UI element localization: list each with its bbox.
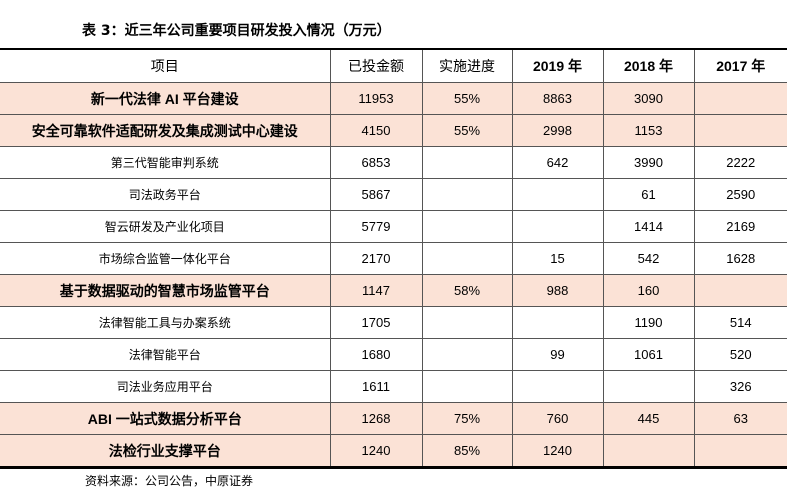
y2018-cell: 1153 xyxy=(602,114,695,147)
y2018-cell: 3090 xyxy=(602,82,695,115)
table-row: 司法业务应用平台 1611 326 xyxy=(0,370,787,403)
y2018-cell: 160 xyxy=(602,274,695,307)
project-cell: 市场综合监管一体化平台 xyxy=(0,242,331,275)
table-row: 第三代智能审判系统 6853 642 3990 2222 xyxy=(0,146,787,179)
project-cell: 新一代法律 AI 平台建设 xyxy=(0,82,331,115)
y2019-cell: 642 xyxy=(511,146,604,179)
y2018-cell: 445 xyxy=(602,402,695,435)
y2019-cell: 1240 xyxy=(511,434,604,468)
amount-cell: 4150 xyxy=(329,114,423,147)
y2018-cell: 3990 xyxy=(602,146,695,179)
project-cell: ABI 一站式数据分析平台 xyxy=(0,402,331,435)
progress-cell: 55% xyxy=(421,82,513,115)
progress-cell: 58% xyxy=(421,274,513,307)
progress-cell xyxy=(421,306,513,339)
amount-cell: 2170 xyxy=(329,242,423,275)
table-row: 司法政务平台 5867 61 2590 xyxy=(0,178,787,211)
y2018-cell xyxy=(602,434,695,468)
table-row: 法律智能工具与办案系统 1705 1190 514 xyxy=(0,306,787,339)
y2017-cell: 2169 xyxy=(693,210,787,243)
progress-cell: 75% xyxy=(421,402,513,435)
y2018-cell xyxy=(602,370,695,403)
table-row: ABI 一站式数据分析平台 1268 75% 760 445 63 xyxy=(0,402,787,435)
y2017-cell: 2222 xyxy=(693,146,787,179)
project-cell: 司法政务平台 xyxy=(0,178,331,211)
y2017-cell: 514 xyxy=(693,306,787,339)
y2019-cell xyxy=(511,306,604,339)
y2019-cell: 2998 xyxy=(511,114,604,147)
amount-cell: 1147 xyxy=(329,274,423,307)
progress-cell: 55% xyxy=(421,114,513,147)
progress-cell: 85% xyxy=(421,434,513,468)
table-row: 市场综合监管一体化平台 2170 15 542 1628 xyxy=(0,242,787,275)
amount-cell: 1680 xyxy=(329,338,423,371)
y2017-cell: 520 xyxy=(693,338,787,371)
project-cell: 基于数据驱动的智慧市场监管平台 xyxy=(0,274,331,307)
project-cell: 智云研发及产业化项目 xyxy=(0,210,331,243)
project-cell: 安全可靠软件适配研发及集成测试中心建设 xyxy=(0,114,331,147)
y2017-cell xyxy=(693,274,787,307)
table-row: 法检行业支撑平台 1240 85% 1240 xyxy=(0,434,787,468)
header-2018: 2018 年 xyxy=(602,48,695,83)
progress-cell xyxy=(421,210,513,243)
header-progress: 实施进度 xyxy=(421,48,513,83)
table-row: 新一代法律 AI 平台建设 11953 55% 8863 3090 xyxy=(0,82,787,115)
amount-cell: 1240 xyxy=(329,434,423,468)
y2018-cell: 1414 xyxy=(602,210,695,243)
amount-cell: 5779 xyxy=(329,210,423,243)
project-cell: 法律智能平台 xyxy=(0,338,331,371)
y2017-cell xyxy=(693,434,787,468)
progress-cell xyxy=(421,242,513,275)
y2017-cell: 63 xyxy=(693,402,787,435)
progress-cell xyxy=(421,338,513,371)
y2019-cell: 99 xyxy=(511,338,604,371)
table-row: 安全可靠软件适配研发及集成测试中心建设 4150 55% 2998 1153 xyxy=(0,114,787,147)
y2019-cell: 988 xyxy=(511,274,604,307)
y2017-cell: 1628 xyxy=(693,242,787,275)
amount-cell: 11953 xyxy=(329,82,423,115)
amount-cell: 1705 xyxy=(329,306,423,339)
y2017-cell xyxy=(693,114,787,147)
y2019-cell xyxy=(511,210,604,243)
progress-cell xyxy=(421,370,513,403)
amount-cell: 1611 xyxy=(329,370,423,403)
project-cell: 第三代智能审判系统 xyxy=(0,146,331,179)
project-cell: 法律智能工具与办案系统 xyxy=(0,306,331,339)
header-2019: 2019 年 xyxy=(511,48,604,83)
y2019-cell: 8863 xyxy=(511,82,604,115)
table-row: 智云研发及产业化项目 5779 1414 2169 xyxy=(0,210,787,243)
y2018-cell: 61 xyxy=(602,178,695,211)
amount-cell: 6853 xyxy=(329,146,423,179)
y2019-cell: 15 xyxy=(511,242,604,275)
table-row: 法律智能平台 1680 99 1061 520 xyxy=(0,338,787,371)
progress-cell xyxy=(421,178,513,211)
project-cell: 司法业务应用平台 xyxy=(0,370,331,403)
y2019-cell xyxy=(511,370,604,403)
y2017-cell xyxy=(693,82,787,115)
progress-cell xyxy=(421,146,513,179)
amount-cell: 5867 xyxy=(329,178,423,211)
y2019-cell xyxy=(511,178,604,211)
project-cell: 法检行业支撑平台 xyxy=(0,434,331,468)
source-note: 资料来源：公司公告，中原证券 xyxy=(85,474,254,488)
header-amount: 已投金额 xyxy=(329,48,423,83)
table-title: 表 3：近三年公司重要项目研发投入情况（万元） xyxy=(82,23,391,39)
rd-investment-table: 项目 已投金额 实施进度 2019 年 2018 年 2017 年 新一代法律 … xyxy=(0,48,787,469)
y2017-cell: 326 xyxy=(693,370,787,403)
header-row: 项目 已投金额 实施进度 2019 年 2018 年 2017 年 xyxy=(0,48,787,83)
header-project: 项目 xyxy=(0,48,331,83)
table-row: 基于数据驱动的智慧市场监管平台 1147 58% 988 160 xyxy=(0,274,787,307)
y2019-cell: 760 xyxy=(511,402,604,435)
y2017-cell: 2590 xyxy=(693,178,787,211)
y2018-cell: 1190 xyxy=(602,306,695,339)
amount-cell: 1268 xyxy=(329,402,423,435)
header-2017: 2017 年 xyxy=(693,48,787,83)
y2018-cell: 1061 xyxy=(602,338,695,371)
y2018-cell: 542 xyxy=(602,242,695,275)
